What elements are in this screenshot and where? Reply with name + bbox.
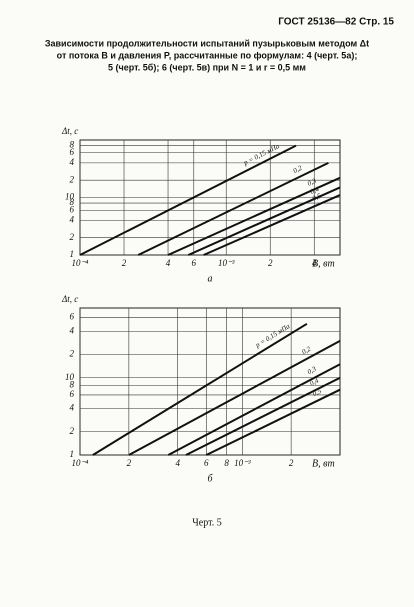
- x-tick-label: 2: [127, 458, 132, 468]
- data-line: [203, 194, 341, 256]
- x-tick-label: 4: [166, 258, 171, 268]
- y-tick-label: 2: [70, 426, 75, 436]
- series-label: 0,5: [311, 387, 323, 398]
- y-tick-label: 8: [70, 197, 75, 207]
- y-tick-label: 1: [70, 449, 75, 459]
- series-label: 0,3: [306, 177, 318, 188]
- series-label: 0,4: [309, 376, 321, 387]
- y-tick-label: 4: [70, 325, 75, 335]
- x-axis-title: B, вт: [312, 258, 335, 269]
- y-tick-label: 8: [70, 140, 75, 150]
- y-axis-title: Δt, c: [61, 126, 78, 136]
- data-line: [167, 176, 341, 256]
- data-line: [167, 363, 341, 456]
- y-tick-label: 6: [70, 389, 75, 399]
- y-tick-label: 4: [70, 157, 75, 167]
- data-line: [185, 376, 341, 456]
- y-tick-label: 2: [70, 349, 75, 359]
- x-tick-label: 8: [224, 458, 229, 468]
- y-tick-label: 6: [70, 312, 75, 322]
- x-tick-label: 2: [122, 258, 127, 268]
- y-tick-label: 1: [70, 249, 75, 259]
- series-label: 0,5: [311, 192, 323, 203]
- figure-label: Черт. 5: [192, 517, 221, 528]
- y-tick-label: 10: [65, 192, 75, 202]
- y-tick-label: 4: [70, 214, 75, 224]
- y-tick-label: 2: [70, 174, 75, 184]
- x-tick-label: 2: [268, 258, 273, 268]
- x-tick-label: 4: [312, 258, 317, 268]
- series-label: 0,2: [300, 345, 312, 356]
- data-line: [79, 144, 297, 256]
- chart-sublabel: б: [207, 473, 213, 484]
- page-header: ГОСТ 25136—82 Стр. 15: [278, 17, 394, 28]
- y-tick-label: 6: [70, 204, 75, 214]
- data-line: [205, 388, 341, 456]
- series-label: 0,2: [292, 164, 304, 175]
- caption-line: 5 (черт. 5б); 6 (черт. 5в) при N = 1 и r…: [108, 62, 306, 72]
- data-line: [137, 161, 329, 256]
- x-tick-label: 10⁻⁴: [72, 458, 89, 468]
- caption-line: от потока B и давления P, рассчитанные п…: [57, 50, 358, 60]
- x-tick-label: 10⁻³: [218, 258, 235, 268]
- y-axis-title: Δt, c: [61, 294, 78, 304]
- y-tick-label: 10: [65, 372, 75, 382]
- data-line: [187, 186, 341, 256]
- data-line: [92, 322, 308, 456]
- x-tick-label: 6: [192, 258, 197, 268]
- y-tick-label: 8: [70, 379, 75, 389]
- y-tick-label: 6: [70, 147, 75, 157]
- data-line: [128, 340, 341, 456]
- x-axis-title: B, вт: [312, 458, 335, 469]
- series-label: 0,4: [309, 185, 321, 196]
- caption-line: Зависимости продолжительности испытаний …: [45, 38, 369, 48]
- y-tick-label: 4: [70, 403, 75, 413]
- x-tick-label: 2: [289, 458, 294, 468]
- x-tick-label: 10⁻³: [234, 458, 251, 468]
- y-tick-label: 2: [70, 232, 75, 242]
- x-tick-label: 10⁻⁴: [72, 258, 89, 268]
- x-tick-label: 6: [204, 458, 209, 468]
- chart-sublabel: а: [208, 273, 213, 284]
- series-label: 0,3: [306, 365, 318, 376]
- x-tick-label: 4: [175, 458, 180, 468]
